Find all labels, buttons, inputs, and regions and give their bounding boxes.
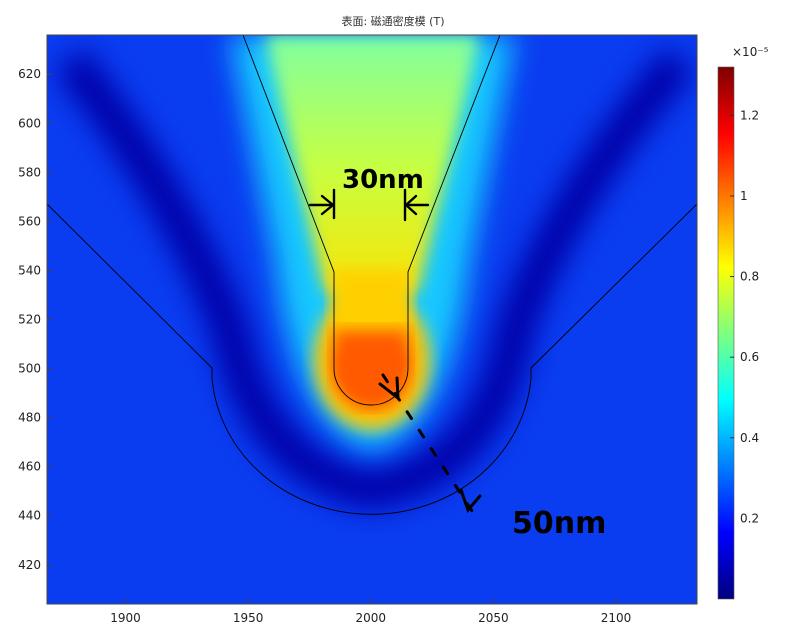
- annotation-30nm: [308, 188, 430, 222]
- y-axis: 420 440 460 480 500 520 540 560 580 600 620: [18, 67, 52, 572]
- x-tick-label-2: 2000: [356, 611, 387, 625]
- x-tick-label-0: 1900: [110, 611, 141, 625]
- colorbar-tick-label-2: 0.6: [740, 350, 759, 364]
- annotation-50nm: [378, 373, 482, 522]
- colorbar-tick-label-1: 0.4: [740, 431, 759, 445]
- y-tick-label-5: 520: [18, 313, 41, 327]
- y-tick-label-1: 440: [18, 509, 41, 523]
- colorbar-gradient: [717, 66, 735, 600]
- y-tick-label-3: 480: [18, 411, 41, 425]
- field-green-funnel: [265, 35, 480, 305]
- y-tick-label-4: 500: [18, 362, 41, 376]
- x-tick-label-4: 2100: [601, 611, 632, 625]
- y-tick-label-2: 460: [18, 460, 41, 474]
- annotation-30nm-label: 30nm: [342, 165, 424, 195]
- colorbar-tick-label-5: 1.2: [740, 108, 759, 122]
- arrow-50nm-head-top: [378, 376, 400, 402]
- heatmap-area: [47, 35, 697, 604]
- y-tick-label-8: 580: [18, 165, 41, 179]
- arrow-50nm-head-bottom: [459, 488, 482, 513]
- annotation-50nm-label: 50nm: [512, 506, 606, 541]
- colorbar-tick-label-0: 0.2: [740, 511, 759, 525]
- colorbar-ticks: 0.2 0.4 0.6 0.8 1 1.2: [730, 108, 759, 525]
- field-orange-tip: [334, 330, 408, 407]
- x-axis: 1900 1950 2000 2050 2100: [110, 599, 631, 625]
- field-dark-band: [55, 47, 695, 510]
- y-tick-label-9: 600: [18, 116, 41, 130]
- colorbar: ×10⁻⁵ 0.2 0.4 0.6 0.8 1 1.2: [717, 45, 769, 600]
- colorbar-tick-label-4: 1: [740, 189, 748, 203]
- y-tick-label-0: 420: [18, 558, 41, 572]
- y-tick-label-7: 560: [18, 214, 41, 228]
- x-tick-label-3: 2050: [478, 611, 509, 625]
- y-tick-label-6: 540: [18, 263, 41, 277]
- x-tick-label-1: 1950: [233, 611, 264, 625]
- geometry-outline: [47, 35, 697, 515]
- tip-outline: [242, 35, 501, 406]
- colorbar-exponent: ×10⁻⁵: [732, 45, 769, 59]
- colorbar-tick-label-3: 0.8: [740, 270, 759, 284]
- plot-title: 表面: 磁通密度模 (T): [341, 14, 444, 28]
- y-tick-label-10: 620: [18, 67, 41, 81]
- shield-outline: [47, 203, 697, 515]
